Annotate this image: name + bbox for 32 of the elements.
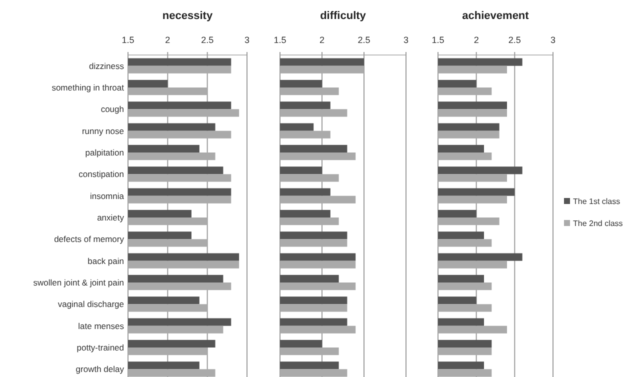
y-tick-label: back pain [88,256,124,266]
y-tick-label: dizziness [89,60,124,71]
chart-title: necessity [162,10,214,22]
y-tick-label: swollen joint & joint pain [33,278,124,288]
x-tick-label: 1.5 [274,35,286,45]
y-tick-label: defects of memory [54,234,125,244]
x-tick-label: 1.5 [432,35,444,45]
x-tick-label: 2.5 [508,35,521,45]
x-tick-label: 2 [474,35,479,45]
y-tick-label: late menses [78,320,124,331]
y-tick-label: something in throat [52,82,125,92]
y-tick-label: anxiety [97,212,125,222]
y-tick-label: constipation [78,169,124,180]
y-tick-label: vaginal discharge [58,299,124,310]
y-tick-label: potty-trained [76,342,124,352]
x-tick-label: 3 [403,35,409,45]
x-tick-label: 2 [319,35,325,45]
x-tick-label: 2.5 [201,35,214,45]
legend-label: The 1st class [573,197,620,206]
legend-label: The 2nd class [573,219,623,228]
y-tick-label: insomnia [90,190,124,201]
y-tick-label: runny nose [82,126,124,136]
y-tick-label: cough [100,104,124,114]
x-tick-label: 3 [550,35,556,45]
x-tick-label: 3 [244,35,250,45]
y-tick-label: growth delay [76,364,125,374]
x-tick-label: 2 [165,35,170,45]
chart-title: achievement [462,10,530,22]
chart-title: difficulty [320,10,367,22]
x-tick-label: 2.5 [358,35,370,45]
x-tick-label: 1.5 [122,35,134,45]
y-tick-label: palpitation [85,148,124,158]
